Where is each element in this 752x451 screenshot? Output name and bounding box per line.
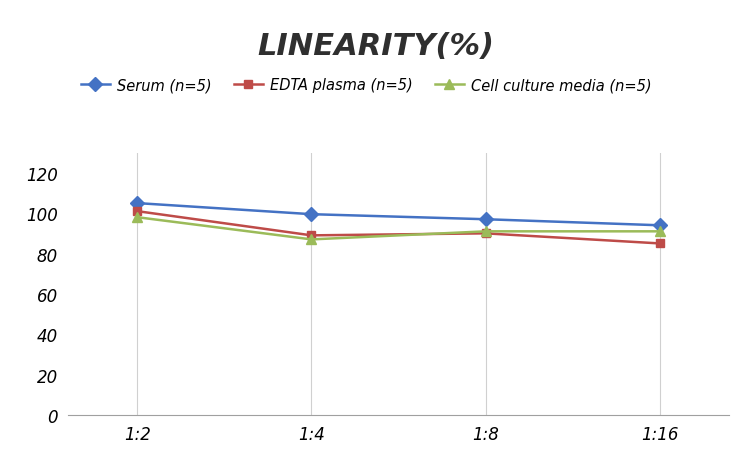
Serum (n=5) [133,201,142,207]
Serum (n=5) [307,212,316,217]
Cell culture media (n=5) [655,229,664,235]
EDTA plasma (n=5) [307,233,316,239]
Legend: Serum (n=5), EDTA plasma (n=5), Cell culture media (n=5): Serum (n=5), EDTA plasma (n=5), Cell cul… [75,72,658,99]
Cell culture media (n=5) [307,237,316,243]
Serum (n=5) [655,223,664,229]
Cell culture media (n=5) [133,215,142,221]
EDTA plasma (n=5) [481,231,490,236]
Text: LINEARITY(%): LINEARITY(%) [257,32,495,60]
Serum (n=5) [481,217,490,222]
Line: Serum (n=5): Serum (n=5) [132,199,665,230]
Line: EDTA plasma (n=5): EDTA plasma (n=5) [133,207,664,248]
Cell culture media (n=5) [481,229,490,235]
Line: Cell culture media (n=5): Cell culture media (n=5) [132,213,665,245]
EDTA plasma (n=5) [133,209,142,214]
EDTA plasma (n=5) [655,241,664,247]
